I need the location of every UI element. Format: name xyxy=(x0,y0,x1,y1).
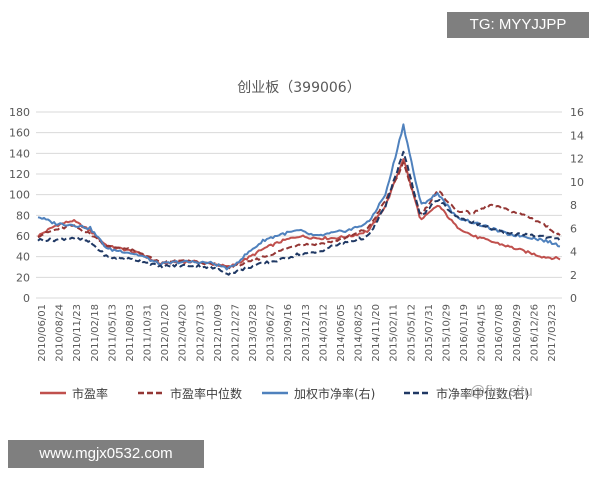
x-tick-label: 2011/08/03 xyxy=(125,304,136,362)
y-tick-left: 180 xyxy=(9,106,30,119)
x-tick-label: 2017/03/23 xyxy=(547,304,558,362)
y-tick-right: 0 xyxy=(570,292,577,305)
x-tick-label: 2016/04/15 xyxy=(477,304,488,362)
legend-label: 加权市净率(右) xyxy=(294,386,375,401)
x-tick-label: 2016/09/29 xyxy=(512,304,523,362)
y-tick-left: 40 xyxy=(16,251,30,264)
watermark-bottom: www.mgjx0532.com xyxy=(8,440,204,468)
x-tick-label: 2014/11/20 xyxy=(371,304,382,362)
legend-label: 市盈率 xyxy=(72,386,108,401)
y-tick-right: 2 xyxy=(570,269,577,282)
watermark-top: TG: MYYJJPP xyxy=(447,12,589,38)
y-tick-right: 10 xyxy=(570,176,584,189)
x-tick-label: 2014/08/25 xyxy=(354,304,365,362)
y-tick-right: 6 xyxy=(570,222,577,235)
x-tick-label: 2015/05/12 xyxy=(406,304,417,362)
x-tick-label: 2011/05/13 xyxy=(107,304,118,362)
y-tick-right: 4 xyxy=(570,246,577,259)
legend-label: 市盈率中位数 xyxy=(170,386,242,401)
series-line xyxy=(37,161,561,270)
x-tick-label: 2010/06/01 xyxy=(37,304,48,362)
watermark-middle: @fin_situ xyxy=(470,383,533,400)
x-tick-label: 2011/10/31 xyxy=(143,304,154,362)
y-tick-right: 16 xyxy=(570,106,584,119)
x-tick-label: 2015/07/31 xyxy=(424,304,435,362)
y-tick-left: 160 xyxy=(9,127,30,140)
y-tick-left: 100 xyxy=(9,189,30,202)
series-line xyxy=(37,158,561,268)
chart-title: 创业板（399006） xyxy=(237,80,360,96)
y-tick-left: 60 xyxy=(16,230,30,243)
x-tick-label: 2016/07/08 xyxy=(494,304,505,362)
x-tick-label: 2010/11/23 xyxy=(72,304,83,362)
y-tick-left: 20 xyxy=(16,271,30,284)
x-tick-label: 2011/02/18 xyxy=(90,304,101,362)
y-tick-left: 140 xyxy=(9,147,30,160)
y-tick-left: 120 xyxy=(9,168,30,181)
x-tick-label: 2013/09/16 xyxy=(283,304,294,362)
x-tick-label: 2012/04/20 xyxy=(178,304,189,362)
legend-label: 市净率中位数(右) xyxy=(436,386,529,401)
series-line xyxy=(37,150,561,276)
x-tick-label: 2013/12/13 xyxy=(301,304,312,362)
y-tick-right: 12 xyxy=(570,153,584,166)
x-tick-label: 2015/10/29 xyxy=(441,304,452,362)
x-tick-label: 2016/01/19 xyxy=(459,304,470,362)
x-tick-label: 2012/01/20 xyxy=(160,304,171,362)
y-tick-right: 14 xyxy=(570,129,584,142)
x-tick-label: 2013/03/28 xyxy=(248,304,259,362)
x-tick-label: 2012/07/13 xyxy=(195,304,206,362)
x-tick-label: 2014/03/12 xyxy=(318,304,329,362)
y-tick-right: 8 xyxy=(570,199,577,212)
y-tick-left: 80 xyxy=(16,209,30,222)
x-tick-label: 2012/10/09 xyxy=(213,304,224,362)
y-tick-left: 0 xyxy=(23,292,30,305)
x-tick-label: 2014/06/05 xyxy=(336,304,347,362)
x-tick-label: 2010/08/24 xyxy=(55,304,66,362)
x-tick-label: 2013/06/27 xyxy=(266,304,277,362)
x-tick-label: 2012/12/27 xyxy=(230,304,241,362)
x-tick-label: 2015/02/11 xyxy=(389,304,400,362)
x-tick-label: 2016/12/26 xyxy=(529,304,540,362)
